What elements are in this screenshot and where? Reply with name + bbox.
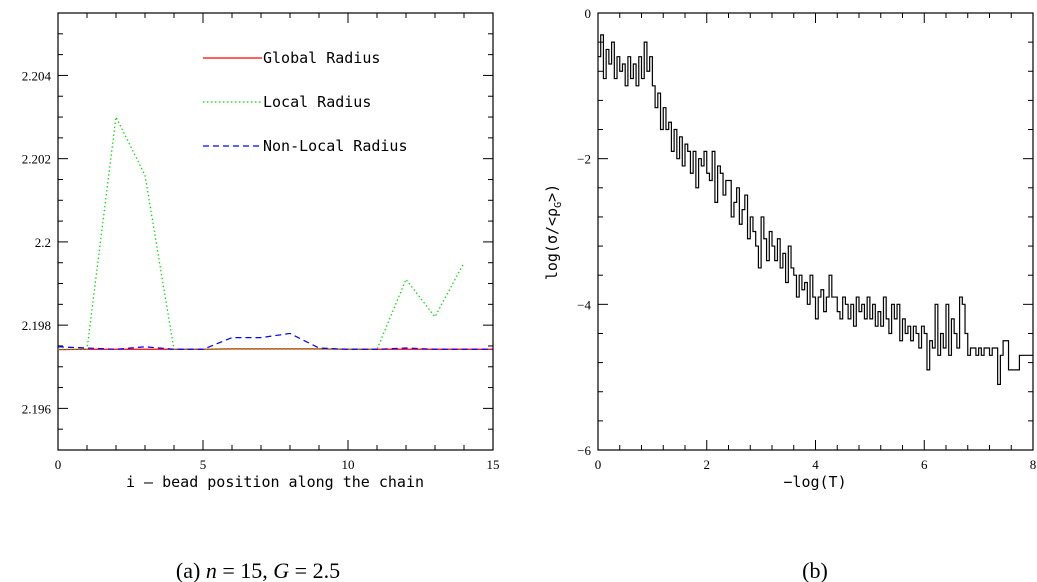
y-tick-label: 2.2 [35,235,51,250]
panel-a-caption: (a) n = 15, G = 2.5 [176,558,340,582]
y-tick-label: −4 [577,297,591,312]
panel-a-plot-frame [57,12,494,451]
panel-a-series [57,114,493,351]
panel-b-tick-labels: 0 2 4 6 8 −6 −4 −2 0 [577,6,1036,472]
x-tick-label: 4 [812,457,819,472]
x-tick-label: 6 [921,457,928,472]
y-tick-label: 2.198 [22,318,51,333]
panel-a-legend: Global Radius Local Radius Non-Local Radiu… [203,49,408,155]
series-line-data [598,34,1033,386]
panel-a-caption-n-value: = 15, [217,558,273,582]
panel-b-y-axis-label: log(σ/<ρG>) [543,184,564,280]
x-tick-label: 5 [200,457,207,472]
y-tick-label: 0 [585,6,592,21]
series-line-local-radius [58,114,465,350]
panel-b-series [598,34,1033,386]
panel-b-x-axis-label: −log(T) [783,473,846,491]
panel-b-chart: 0 2 4 6 8 −6 −4 −2 0 −log(T) log(σ/<ρG>) (b) [543,6,1036,582]
y-tick-label: −2 [577,152,591,167]
panel-a-tick-labels: 0 5 10 15 2.196 2.198 2.2 2.202 2.204 [22,68,500,472]
x-tick-label: 0 [595,457,602,472]
x-tick-label: 15 [487,457,500,472]
x-tick-label: 10 [342,457,355,472]
x-tick-label: 0 [55,457,62,472]
legend-label: Local Radius [263,93,371,111]
series-line-non-local-radius [57,332,493,350]
y-tick-label: 2.202 [22,152,51,167]
legend-label: Global Radius [263,49,380,67]
panel-a-caption-n: n [206,558,217,582]
panel-b-y-label-end: >) [543,184,561,202]
y-tick-label: −6 [577,443,591,458]
panel-a-ticks [57,12,494,451]
panel-b-plot-frame [597,12,1034,451]
panel-a-chart: 0 5 10 15 2.196 2.198 2.2 2.202 2.204 Global Rad… [22,12,500,582]
panel-a-caption-prefix: (a) [176,558,206,582]
panel-a-caption-g: G [273,558,289,582]
legend-label: Non-Local Radius [263,137,408,155]
x-tick-label: 8 [1030,457,1037,472]
panel-a-caption-g-value: = 2.5 [289,558,340,582]
panel-b-ticks [597,12,1034,451]
panel-b-y-label-sub: G [553,202,564,208]
x-tick-label: 2 [704,457,711,472]
panel-b-caption: (b) [802,558,828,582]
series-line-global-radius [57,348,493,351]
y-tick-label: 2.196 [22,401,52,416]
panel-b-y-label-main: log(σ/<ρ [543,208,561,280]
y-tick-label: 2.204 [22,68,52,83]
panel-a-x-axis-label: i – bead position along the chain [126,473,424,491]
